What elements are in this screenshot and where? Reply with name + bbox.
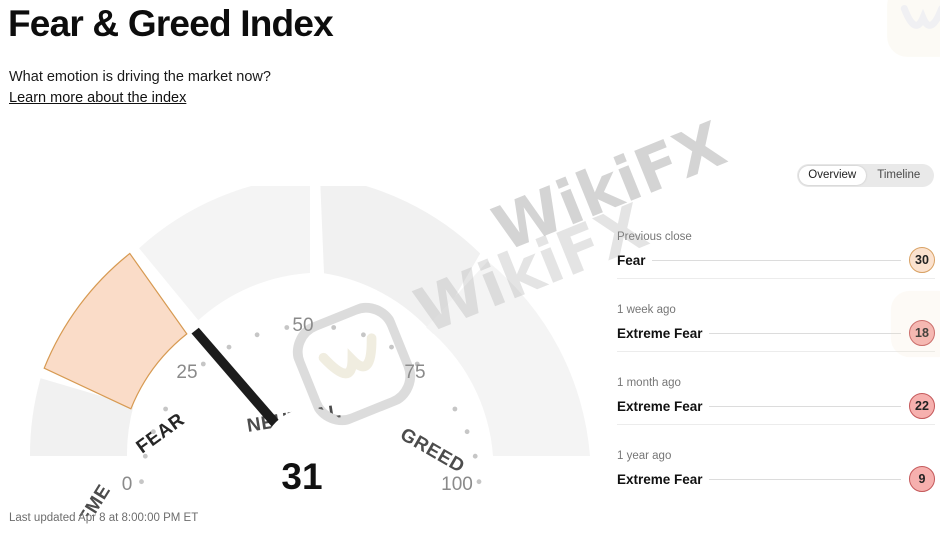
fear-greed-gauge: EXTREME FEAR FEAR NEUTRAL GREED EXTREME … [0,186,610,516]
page-title: Fear & Greed Index [8,3,334,44]
history-rating: Fear [617,252,646,268]
leader-line [651,259,901,261]
history-period: 1 week ago [617,304,676,316]
history-list: Previous close Fear 30 1 week ago Extrem… [617,228,935,520]
row-divider [617,278,935,279]
gauge-segment-extreme-fear [29,378,134,456]
gauge-value: 31 [281,456,322,497]
gauge-hub [262,408,358,504]
history-period: 1 year ago [617,450,672,462]
row-divider [617,424,935,425]
gauge-segment-extreme-greed [426,261,590,456]
leader-line [708,478,901,480]
status-badge: 22 [909,393,935,419]
gauge-tick-dots [139,325,482,485]
history-period: Previous close [617,231,692,243]
tab-overview[interactable]: Overview [799,166,866,185]
status-badge: 18 [909,320,935,346]
history-rating: Extreme Fear [617,325,703,341]
gauge-svg: EXTREME FEAR FEAR NEUTRAL GREED EXTREME … [29,186,590,516]
leader-line [708,405,901,407]
gauge-segment-fear [43,252,188,410]
history-period: 1 month ago [617,377,681,389]
list-item[interactable]: 1 month ago Extreme Fear 22 [617,374,935,447]
history-rating: Extreme Fear [617,398,703,414]
gauge-tick-75: 75 [404,362,425,383]
gauge-label-extreme-fear-line1: EXTREME [46,481,115,516]
watermark-logo-icon [887,0,940,57]
gauge-segment-greed [320,186,481,334]
gauge-segments [29,186,590,456]
gauge-tick-0: 0 [122,474,133,495]
status-badge: 30 [909,247,935,273]
list-item[interactable]: 1 week ago Extreme Fear 18 [617,301,935,374]
gauge-label-greed: GREED [397,424,469,477]
gauge-label-fear: FEAR [133,409,189,458]
history-rating: Extreme Fear [617,471,703,487]
gauge-tick-labels: 0 25 50 75 100 [122,315,473,495]
gauge-tick-25: 25 [176,362,197,383]
view-toggle[interactable]: Overview Timeline [797,164,934,187]
row-divider [617,351,935,352]
tab-timeline[interactable]: Timeline [877,169,921,181]
last-updated-text: Last updated Apr 8 at 8:00:00 PM ET [9,512,199,524]
gauge-tick-100: 100 [441,474,473,495]
leader-line [708,332,901,334]
page-subtitle: What emotion is driving the market now? [9,69,271,85]
learn-more-link[interactable]: Learn more about the index [9,90,187,106]
gauge-segment-neutral [139,186,310,321]
status-badge: 9 [909,466,935,492]
list-item[interactable]: 1 year ago Extreme Fear 9 [617,447,935,520]
gauge-tick-50: 50 [292,315,313,336]
list-item[interactable]: Previous close Fear 30 [617,228,935,301]
